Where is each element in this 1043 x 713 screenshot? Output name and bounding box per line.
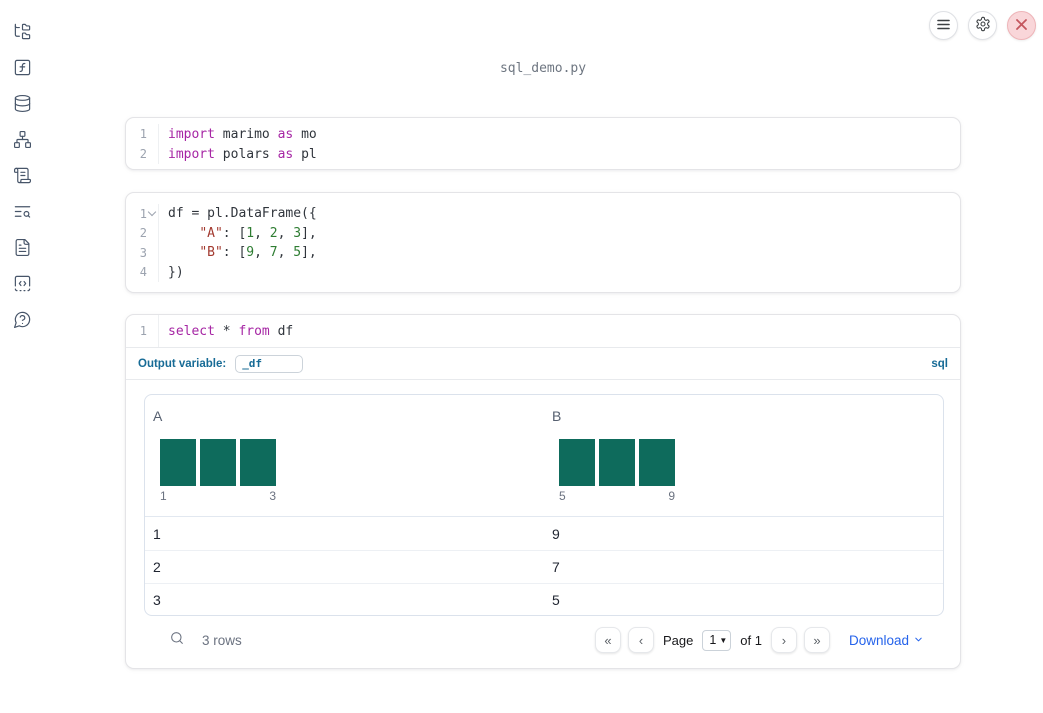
output-variable-label: Output variable: — [138, 357, 227, 370]
settings-button[interactable] — [968, 11, 997, 40]
page-select-value: 1 — [709, 633, 717, 647]
database-icon — [13, 94, 32, 116]
row-count: 3 rows — [202, 632, 242, 648]
table-cell: 7 — [552, 559, 560, 575]
code-line: 3 "B": [9, 7, 5], — [126, 243, 960, 263]
page-of-label: of 1 — [740, 632, 762, 648]
chevron-down-icon: ▼ — [719, 635, 728, 645]
column-name: B — [552, 408, 562, 424]
table-cell: 3 — [153, 592, 161, 608]
chevron-down-icon — [913, 633, 924, 648]
download-button[interactable]: Download — [849, 633, 924, 648]
file-text-icon — [13, 238, 32, 260]
text-search-icon — [13, 202, 32, 224]
histogram-min-label: 1 — [160, 489, 167, 503]
output-variable-input[interactable] — [235, 354, 304, 373]
topbar-actions — [929, 11, 1036, 40]
code-line: 1 import marimo as mo — [126, 124, 960, 144]
gear-icon — [975, 16, 991, 35]
line-number: 2 — [139, 147, 147, 161]
sidebar — [0, 15, 44, 339]
page-label: Page — [663, 632, 694, 648]
sidebar-item-snippets[interactable] — [4, 267, 40, 303]
menu-button[interactable] — [929, 11, 958, 40]
code-line: 2 import polars as pl — [126, 144, 960, 164]
line-number: 1 — [139, 206, 147, 221]
scroll-icon — [13, 166, 32, 188]
previous-page-button[interactable]: ‹ — [628, 627, 655, 653]
square-function-icon — [13, 58, 32, 80]
code-editor[interactable]: 1 import marimo as mo 2 import polars as pl — [126, 124, 960, 164]
sidebar-item-table-of-contents[interactable] — [4, 195, 40, 231]
help-bubble-icon — [13, 310, 32, 332]
table-cell: 9 — [552, 525, 560, 542]
sidebar-item-help[interactable] — [4, 303, 40, 339]
notebook-content: sql_demo.py 1 import marimo as mo 2 import … — [125, 0, 961, 669]
table-footer: 3 rows « ‹ Page 1 ▼ of 1 › » — [144, 616, 942, 668]
search-icon[interactable] — [169, 630, 185, 651]
next-page-button[interactable]: › — [770, 627, 797, 653]
sidebar-item-logs[interactable] — [4, 159, 40, 195]
table-cell: 1 — [153, 525, 161, 542]
sidebar-item-file-explorer[interactable] — [4, 15, 40, 51]
histogram-bar — [160, 439, 196, 486]
line-number: 2 — [139, 226, 147, 241]
line-number: 1 — [139, 127, 147, 141]
code-square-icon — [13, 274, 32, 296]
sidebar-item-dependency-graph[interactable] — [4, 123, 40, 159]
histogram-bar — [240, 439, 276, 486]
hamburger-icon — [937, 18, 950, 33]
folder-tree-icon — [13, 22, 32, 44]
column-name: A — [153, 408, 163, 424]
line-number: 4 — [139, 265, 147, 280]
sidebar-item-documentation[interactable] — [4, 231, 40, 267]
code-line: 1 df = pl.DataFrame({ — [126, 204, 960, 224]
close-icon — [1016, 18, 1027, 33]
histogram-max-label: 3 — [269, 489, 276, 503]
network-icon — [13, 130, 32, 152]
code-line: 1 select * from df — [126, 315, 960, 347]
code-line: 2 "A": [1, 2, 3], — [126, 223, 960, 243]
notebook-filename[interactable]: sql_demo.py — [499, 61, 587, 76]
last-page-button[interactable]: » — [803, 627, 830, 653]
shutdown-button[interactable] — [1007, 11, 1036, 40]
sidebar-item-data-sources[interactable] — [4, 87, 40, 123]
code-cell-imports[interactable]: 1 import marimo as mo 2 import polars as pl — [125, 117, 961, 170]
line-number: 3 — [139, 245, 147, 260]
table-cell: 5 — [552, 592, 560, 608]
sql-meta-row: Output variable: sql — [126, 347, 960, 379]
histogram-bar — [599, 439, 635, 486]
language-badge[interactable]: sql — [931, 357, 948, 370]
line-number: 1 — [139, 324, 147, 338]
sql-code-editor[interactable]: 1 select * from df — [126, 315, 960, 347]
code-editor[interactable]: 1 df = pl.DataFrame({2 "A": [1, 2, 3], 3 "… — [126, 204, 960, 282]
download-label: Download — [848, 632, 909, 648]
code-line: 4}) — [126, 262, 960, 282]
histogram-max-label: 9 — [668, 489, 675, 503]
sidebar-item-helper-functions[interactable] — [4, 51, 40, 87]
code-cell-dataframe[interactable]: 1 df = pl.DataFrame({2 "A": [1, 2, 3], 3 "… — [125, 192, 961, 293]
histogram-bar — [639, 439, 675, 486]
table-cell: 2 — [153, 559, 161, 575]
histogram-bar — [200, 439, 236, 486]
first-page-button[interactable]: « — [595, 627, 622, 653]
histogram-bar — [559, 439, 595, 486]
page-select[interactable]: 1 ▼ — [702, 629, 732, 651]
histogram-min-label: 5 — [559, 489, 566, 503]
